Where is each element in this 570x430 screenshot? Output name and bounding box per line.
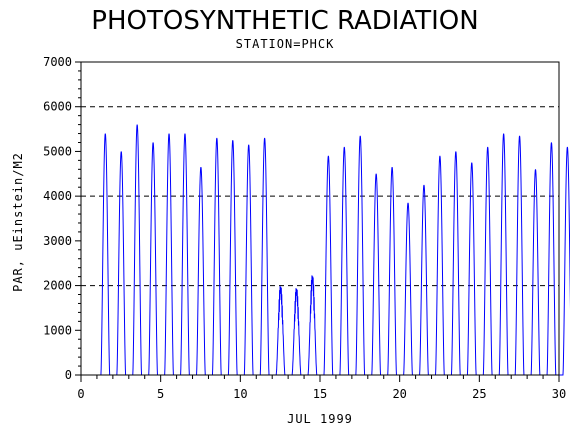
x-tick-label: 30 [552,387,566,401]
series-line [351,135,368,376]
y-axis-label: PAR, uEinstein/M2 [11,152,25,292]
reference-lines [81,106,559,287]
series-line [367,173,384,376]
chart-title: PHOTOSYNTHETIC RADIATION [91,6,478,36]
series-line [304,275,320,376]
series-line [559,146,570,376]
series-line [288,288,305,376]
series-line [192,166,209,376]
series-line [335,146,352,376]
series-line [383,166,400,376]
series-line [176,133,193,376]
series-line [495,133,512,376]
series-line [112,151,129,376]
series-line [415,184,432,376]
series-line [208,137,225,376]
plot-frame [80,61,560,376]
series-line [144,142,161,376]
series-layer [96,124,570,376]
y-tick-label: 4000 [43,189,72,203]
series-line [320,155,336,376]
series-line [96,133,113,376]
series-line [272,285,289,376]
x-tick-label: 25 [472,387,486,401]
series-line [527,169,544,376]
axes: 0 1000 2000 3000 4000 5000 6000 7000 0 5 10 15 20 25 3… [43,55,566,401]
series-line [479,146,496,376]
series-line [240,144,257,376]
series-line [463,162,480,376]
y-tick-label: 0 [65,368,72,382]
y-tick-label: 6000 [43,100,72,114]
x-tick-label: 15 [313,387,327,401]
y-tick-label: 1000 [43,323,72,337]
x-tick-label: 20 [392,387,406,401]
y-tick-label: 5000 [43,144,72,158]
series-line [511,135,528,376]
series-line [543,142,559,376]
series-line [447,151,464,376]
y-tick-label: 3000 [43,234,72,248]
x-tick-label: 10 [233,387,247,401]
series-line [431,155,448,376]
series-line [128,124,145,376]
chart-subtitle: STATION=PHCK [236,37,335,51]
series-line [256,137,273,376]
y-tick-label: 2000 [43,279,72,293]
x-tick-label: 0 [77,387,84,401]
x-tick-label: 5 [157,387,164,401]
y-tick-label: 7000 [43,55,72,69]
x-axis-label: JUL 1999 [287,412,353,426]
series-line [224,140,241,376]
series-line [160,133,177,376]
series-line [399,202,416,376]
